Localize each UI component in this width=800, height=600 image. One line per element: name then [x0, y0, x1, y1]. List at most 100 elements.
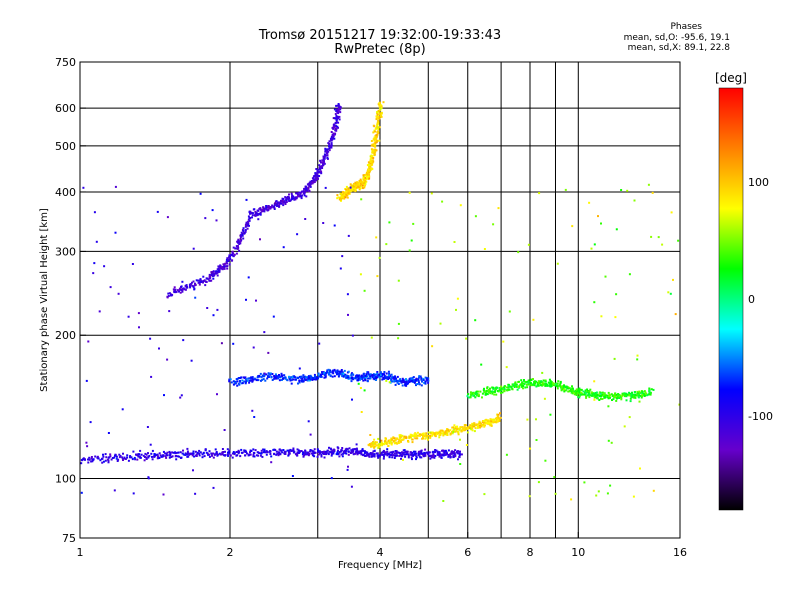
data-point — [275, 377, 278, 380]
noise-point — [304, 218, 307, 220]
data-point — [390, 380, 393, 383]
data-point — [269, 372, 272, 375]
noise-point — [347, 234, 350, 237]
data-point — [345, 185, 348, 188]
data-point — [481, 396, 483, 399]
data-point — [361, 376, 364, 379]
data-point — [156, 457, 159, 460]
data-point — [310, 449, 313, 452]
noise-point — [232, 342, 235, 345]
data-point — [570, 391, 573, 394]
data-point — [236, 380, 239, 383]
data-point — [485, 389, 488, 392]
data-point — [438, 452, 441, 455]
data-point — [400, 457, 402, 460]
data-point — [102, 453, 104, 456]
data-point — [369, 376, 372, 379]
data-point — [492, 386, 495, 389]
data-point — [302, 451, 305, 454]
data-point — [516, 385, 518, 388]
data-point — [527, 381, 530, 384]
data-point — [373, 137, 376, 140]
data-point — [191, 454, 194, 457]
data-point — [503, 385, 506, 388]
data-point — [384, 451, 387, 454]
data-point — [233, 452, 236, 455]
data-point — [491, 392, 494, 395]
data-point — [515, 383, 518, 386]
data-point — [609, 396, 611, 399]
data-point — [446, 434, 449, 436]
data-point — [208, 450, 211, 453]
data-point — [415, 456, 418, 459]
data-point — [297, 382, 299, 385]
data-point — [489, 387, 491, 390]
noise-point — [296, 233, 299, 236]
data-point — [477, 422, 480, 425]
data-point — [175, 455, 177, 457]
data-point — [598, 395, 601, 398]
data-point — [560, 389, 563, 392]
data-point — [414, 437, 417, 440]
data-point — [616, 396, 619, 399]
data-point — [368, 453, 371, 456]
data-point — [403, 436, 406, 439]
data-point — [165, 456, 168, 459]
data-point — [629, 397, 632, 400]
data-point — [180, 456, 183, 459]
data-point — [235, 247, 238, 250]
data-point — [182, 287, 185, 290]
data-point — [363, 174, 366, 177]
data-point — [291, 376, 294, 379]
data-point — [547, 381, 550, 384]
data-point — [333, 108, 336, 111]
data-point — [350, 380, 353, 383]
data-point — [178, 288, 181, 291]
data-point — [629, 392, 631, 395]
data-point — [377, 456, 380, 459]
data-point — [391, 375, 394, 378]
noise-point — [442, 500, 445, 502]
data-point — [372, 145, 375, 148]
data-point — [483, 420, 486, 422]
data-point — [261, 210, 264, 213]
data-point — [383, 371, 386, 373]
data-point — [499, 412, 501, 415]
data-point — [368, 455, 371, 458]
data-point — [365, 174, 368, 177]
data-point — [553, 383, 556, 386]
data-point — [248, 224, 250, 227]
data-point — [279, 376, 281, 379]
data-point — [314, 378, 317, 381]
data-point — [245, 224, 248, 227]
data-point — [348, 192, 351, 195]
data-point — [567, 390, 570, 393]
data-point — [394, 439, 397, 442]
data-point — [311, 454, 314, 457]
data-point — [336, 453, 339, 456]
data-point — [339, 111, 342, 114]
data-point — [328, 446, 330, 449]
data-point — [245, 379, 248, 382]
data-point — [232, 255, 235, 258]
noise-point — [607, 405, 610, 408]
data-point — [307, 454, 310, 457]
data-point — [370, 445, 372, 448]
y-tick-label: 100 — [55, 473, 76, 486]
data-point — [637, 396, 640, 399]
noise-point — [455, 308, 457, 311]
noise-point — [526, 418, 529, 421]
noise-point — [324, 186, 327, 189]
data-point — [378, 455, 381, 458]
noise-point — [474, 319, 477, 322]
data-point — [324, 453, 327, 455]
noise-point — [632, 495, 635, 498]
data-point — [362, 176, 365, 179]
noise-point — [415, 434, 418, 437]
data-point — [300, 197, 303, 200]
data-point — [459, 426, 462, 429]
data-point — [476, 394, 479, 397]
data-point — [275, 450, 278, 453]
data-point — [309, 181, 312, 183]
data-point — [319, 452, 321, 455]
